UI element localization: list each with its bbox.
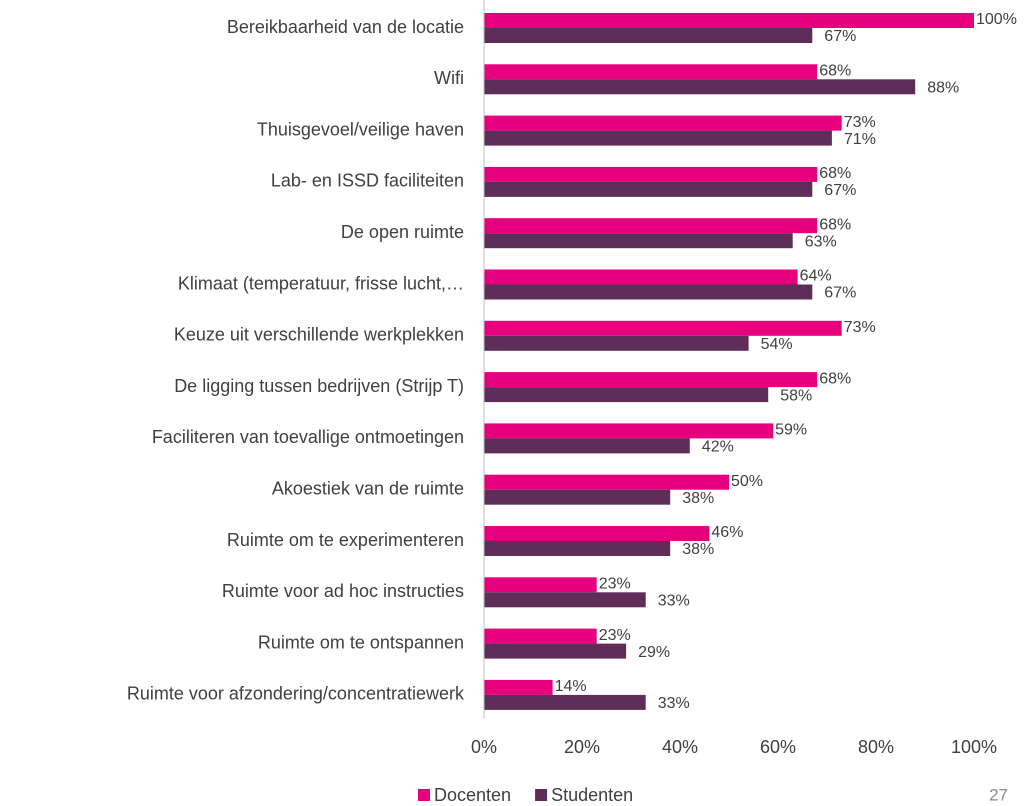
y-tick-label: De ligging tussen bedrijven (Strijp T)	[174, 376, 464, 396]
value-label: 68%	[819, 63, 851, 80]
value-label: 73%	[844, 114, 876, 131]
bar	[484, 269, 798, 285]
bar	[484, 28, 813, 43]
bar	[484, 694, 646, 710]
bar	[484, 181, 813, 197]
bar	[484, 387, 769, 403]
value-label: 88%	[927, 80, 959, 97]
bar	[484, 13, 974, 28]
y-tick-label: Wifi	[434, 68, 464, 88]
value-label: 42%	[702, 439, 734, 456]
value-label: 64%	[800, 268, 832, 285]
legend-swatch	[535, 789, 548, 801]
value-label: 33%	[658, 695, 690, 712]
bar	[484, 64, 818, 80]
y-tick-label: Keuze uit verschillende werkplekken	[174, 325, 464, 345]
value-label: 68%	[819, 216, 851, 233]
value-label: 38%	[682, 490, 714, 507]
legend-label: Docenten	[434, 785, 511, 805]
y-tick-label: Ruimte om te experimenteren	[227, 530, 464, 550]
value-label: 46%	[711, 524, 743, 541]
x-tick-label: 0%	[471, 737, 497, 757]
value-label: 29%	[638, 644, 670, 661]
y-tick-label: Bereikbaarheid van de locatie	[227, 17, 464, 37]
value-label: 50%	[731, 473, 763, 490]
value-label: 33%	[658, 593, 690, 610]
bar	[484, 423, 774, 439]
bar	[484, 130, 832, 146]
value-label: 63%	[805, 233, 837, 250]
value-label: 23%	[599, 576, 631, 593]
y-tick-label: Ruimte voor ad hoc instructies	[222, 581, 464, 601]
value-label: 38%	[682, 541, 714, 558]
y-tick-label: Ruimte voor afzondering/concentratiewerk	[127, 684, 465, 704]
y-tick-label: Lab- en ISSD faciliteiten	[271, 171, 464, 191]
page-number: 27	[989, 785, 1008, 804]
x-tick-label: 20%	[564, 737, 600, 757]
bar	[484, 79, 916, 95]
x-tick-label: 80%	[858, 737, 894, 757]
bar	[484, 577, 597, 593]
x-tick-label: 100%	[951, 737, 997, 757]
value-label: 67%	[824, 182, 856, 199]
bar	[484, 335, 749, 351]
x-tick-label: 40%	[662, 737, 698, 757]
bar	[484, 438, 690, 454]
value-label: 23%	[599, 627, 631, 644]
bar	[484, 166, 818, 182]
value-label: 59%	[775, 422, 807, 439]
legend-swatch	[418, 789, 430, 801]
y-tick-label: Akoestiek van de ruimte	[272, 478, 464, 498]
bar	[484, 628, 597, 644]
value-label: 54%	[761, 336, 793, 353]
value-label: 71%	[844, 131, 876, 148]
y-tick-label: Ruimte om te ontspannen	[258, 632, 464, 652]
bar	[484, 284, 813, 300]
value-label: 68%	[819, 165, 851, 182]
bar	[484, 320, 842, 336]
value-label: 67%	[824, 28, 856, 45]
bar	[484, 233, 793, 249]
value-label: 100%	[976, 11, 1017, 28]
y-tick-label: Klimaat (temperatuur, frisse lucht,…	[178, 273, 464, 293]
bar	[484, 372, 818, 388]
value-label: 68%	[819, 370, 851, 387]
bar	[484, 679, 553, 695]
value-label: 58%	[780, 387, 812, 404]
value-label: 67%	[824, 285, 856, 302]
y-tick-label: Thuisgevoel/veilige haven	[257, 119, 464, 139]
y-tick-label: Faciliteren van toevallige ontmoetingen	[152, 427, 464, 447]
x-tick-label: 60%	[760, 737, 796, 757]
bar	[484, 115, 842, 131]
y-tick-label: De open ruimte	[341, 222, 464, 242]
legend-label: Studenten	[551, 785, 633, 805]
bar	[484, 218, 818, 234]
bar	[484, 526, 710, 541]
bar	[484, 474, 729, 490]
bar	[484, 541, 671, 556]
bar	[484, 592, 646, 608]
value-label: 73%	[844, 319, 876, 336]
bar	[484, 489, 671, 505]
bar	[484, 643, 627, 659]
value-label: 14%	[555, 678, 587, 695]
